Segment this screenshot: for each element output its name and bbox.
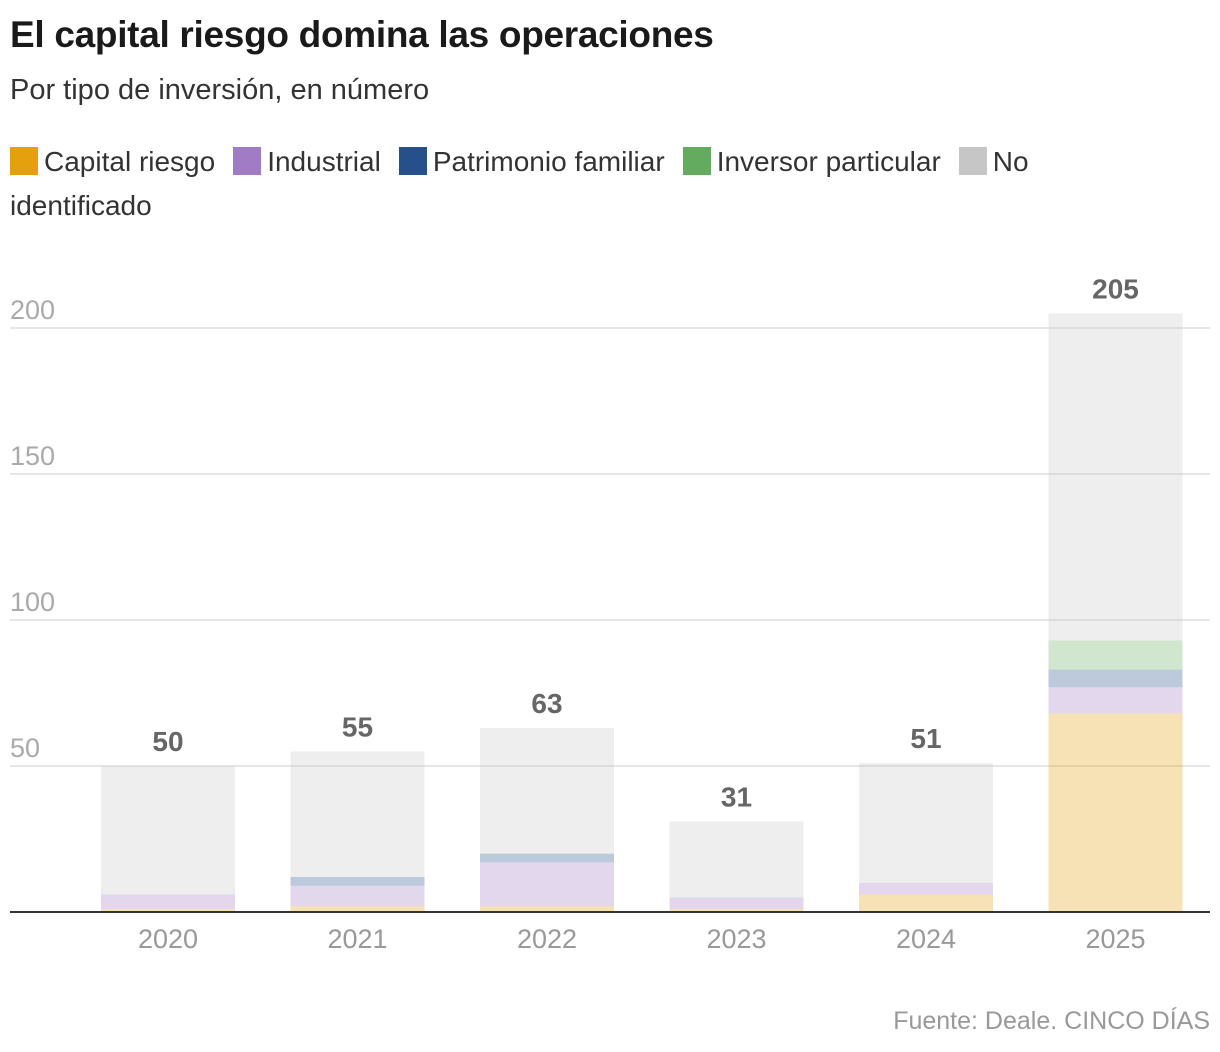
bar-segment: [480, 853, 614, 863]
chart-title: El capital riesgo domina las operaciones: [10, 14, 714, 55]
legend-item: Inversor particular: [682, 146, 941, 177]
legend-item: Patrimonio familiar: [398, 146, 665, 177]
x-tick-label: 2022: [517, 924, 577, 954]
bar-segment: [1048, 313, 1183, 641]
legend-label: Capital riesgo: [44, 146, 216, 177]
legend-swatch: [10, 147, 38, 175]
bar-segment: [859, 882, 993, 895]
bar-segment: [1048, 713, 1183, 912]
stacked-bar-chart: 50 100 150 200 50 2020 55 2021 63 2022 31 2023 51 202…: [10, 273, 1210, 954]
bar-total-label: 63: [531, 688, 562, 719]
legend-swatch: [682, 147, 711, 175]
legend-swatch: [958, 147, 987, 175]
y-tick-label: 100: [10, 587, 55, 617]
legend-item: Industrial: [233, 146, 381, 177]
legend-label: Inversor particular: [716, 146, 941, 177]
legend-label: Patrimonio familiar: [432, 146, 665, 177]
x-tick-label: 2025: [1085, 924, 1145, 954]
bar-segment: [1048, 640, 1183, 670]
bar-segment: [101, 766, 235, 895]
bar-segment: [101, 909, 235, 912]
y-tick-label: 150: [10, 441, 55, 471]
x-tick-label: 2021: [327, 924, 387, 954]
bar-segment: [859, 894, 993, 912]
bar-total-label: 55: [342, 711, 373, 742]
bar-segment: [290, 876, 425, 886]
source-note: Fuente: Deale. CINCO DÍAS: [893, 1007, 1210, 1035]
bar-segment: [101, 894, 235, 910]
legend-swatch: [233, 147, 262, 175]
bar-total-label: 31: [721, 781, 752, 812]
chart-subtitle: Por tipo de inversión, en número: [10, 74, 430, 106]
y-tick-label: 50: [10, 733, 40, 763]
chart-legend: Capital riesgo Industrial Patrimonio famil…: [10, 140, 1170, 228]
x-tick-label: 2023: [706, 924, 766, 954]
bar-segment: [1048, 669, 1183, 688]
legend-item: No identificado: [10, 146, 1029, 221]
x-tick-label: 2020: [138, 924, 198, 954]
bar-segment: [480, 906, 614, 912]
bar-segment: [480, 862, 614, 907]
bar-segment: [290, 885, 425, 907]
bar-segment: [290, 751, 425, 877]
bar-segment: [480, 728, 614, 854]
bar-total-label: 51: [910, 723, 941, 754]
bar-segment: [859, 763, 993, 883]
bar-segment: [669, 821, 804, 898]
bar-total-label: 50: [152, 726, 183, 757]
bar-segment: [669, 897, 804, 910]
y-tick-label: 200: [10, 295, 55, 325]
bar-segment: [669, 909, 804, 912]
x-tick-label: 2024: [896, 924, 956, 954]
legend-label: No identificado: [10, 146, 1029, 221]
legend-swatch: [398, 147, 427, 175]
bar-total-label: 205: [1092, 273, 1139, 304]
bar-segment: [290, 906, 425, 912]
legend-label: Industrial: [267, 146, 381, 177]
legend-item: Capital riesgo: [10, 146, 215, 177]
bar-segment: [1048, 687, 1183, 714]
